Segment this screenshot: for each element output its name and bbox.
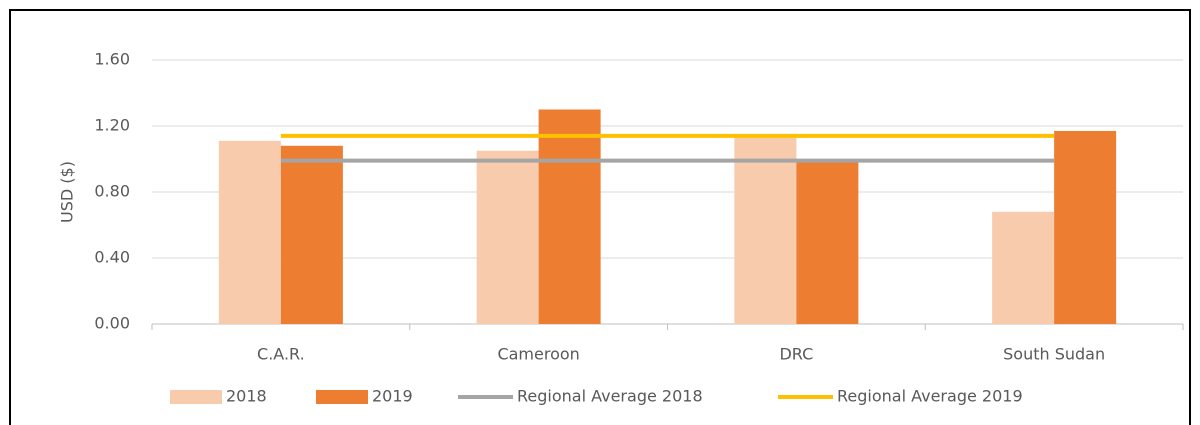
bar — [992, 211, 1055, 324]
x-tick-label: DRC — [779, 345, 813, 364]
legend-label: 2018 — [226, 387, 267, 406]
y-tick-label: 1.60 — [94, 50, 130, 69]
y-tick-label: 0.00 — [94, 314, 130, 333]
bar — [796, 162, 859, 324]
x-tick-label: Cameroon — [497, 345, 579, 364]
legend-swatch — [170, 390, 222, 404]
legend-swatch — [316, 390, 368, 404]
bar — [476, 150, 539, 324]
legend-label: Regional Average 2018 — [517, 387, 703, 406]
bar — [280, 145, 343, 324]
x-tick-label: C.A.R. — [257, 345, 305, 364]
bar — [1054, 130, 1117, 324]
x-tick-label: South Sudan — [1003, 345, 1105, 364]
legend-label: Regional Average 2019 — [837, 387, 1023, 406]
y-tick-label: 0.40 — [94, 248, 130, 267]
frame — [9, 9, 1191, 425]
bar — [538, 109, 601, 324]
y-axis-title: USD ($) — [58, 161, 77, 223]
bar — [218, 140, 281, 324]
legend-label: 2019 — [372, 387, 413, 406]
y-tick-label: 0.80 — [94, 182, 130, 201]
y-tick-label: 1.20 — [94, 116, 130, 135]
bar — [734, 135, 797, 324]
